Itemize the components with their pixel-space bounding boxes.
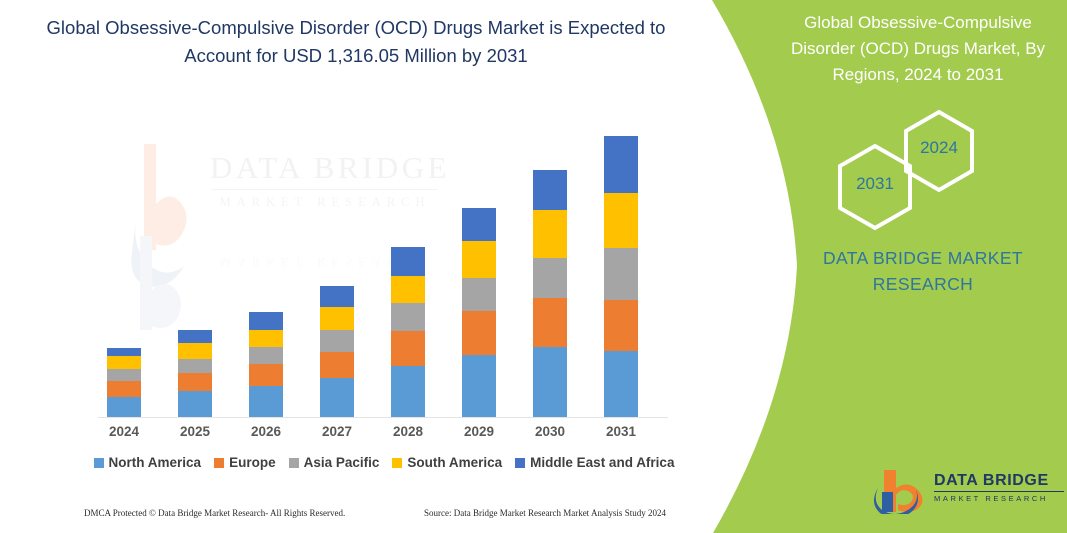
data-bridge-logo: DATA BRIDGE MARKET RESEARCH [872,468,1064,518]
hexagon-2031-shape [838,143,912,231]
right-panel-title: Global Obsessive-Compulsive Disorder (OC… [790,13,1046,84]
x-axis-tick-2026: 2026 [250,424,282,439]
hexagon-2024-shape [904,109,974,193]
bar-segment [604,351,638,417]
bar-segment [107,397,141,417]
bar-group-2025 [178,330,212,417]
legend-item[interactable]: Asia Pacific [288,455,380,470]
right-panel-brand: DATA BRIDGE MARKET RESEARCH [792,245,1054,297]
x-axis-tick-2030: 2030 [534,424,566,439]
bar-segment [249,364,283,386]
data-bridge-logo-text: DATA BRIDGE MARKET RESEARCH [934,472,1064,503]
bar-segment [178,373,212,391]
bar-segment [320,307,354,330]
hexagon-2024: 2024 [900,108,978,194]
hexagon-2031: 2031 [834,142,916,232]
page-title: Global Obsessive-Compulsive Disorder (OC… [46,17,666,66]
bar-segment [320,378,354,417]
logo-tagline: MARKET RESEARCH [934,494,1048,504]
legend-item[interactable]: South America [392,455,502,470]
footer: DMCA Protected © Data Bridge Market Rese… [0,508,712,526]
bar-group-2030 [533,170,567,417]
x-axis-line [98,417,668,418]
footer-copyright: DMCA Protected © Data Bridge Market Rese… [84,508,346,518]
bar-segment [604,136,638,193]
bar-segment [391,331,425,366]
bar-segment [178,343,212,359]
x-axis-tick-2025: 2025 [179,424,211,439]
bar-segment [249,312,283,330]
bar-segment [462,355,496,417]
bar-segment [533,347,567,417]
legend-swatch-icon [93,457,104,468]
bar-segment [604,248,638,300]
bar-segment [533,258,567,298]
bar-group-2029 [462,208,496,417]
bar-group-2026 [249,312,283,417]
bar-segment [320,352,354,378]
bar-segment [249,386,283,417]
logo-brand: DATA BRIDGE [934,472,1049,489]
legend-item[interactable]: Middle East and Africa [515,455,674,470]
bar-group-2028 [391,247,425,417]
bar-segment [178,359,212,373]
legend-item[interactable]: Europe [214,455,276,470]
bar-segment [604,300,638,351]
bar-group-2031 [604,136,638,417]
footer-source: Source: Data Bridge Market Research Mark… [424,508,666,518]
bar-segment [320,286,354,307]
x-axis-tick-2031: 2031 [605,424,637,439]
bar-segment [107,369,141,381]
bar-segment [107,348,141,356]
bar-segment [533,170,567,210]
x-axis-tick-2028: 2028 [392,424,424,439]
bar-segment [462,278,496,311]
legend-swatch-icon [214,457,225,468]
bar-segment [604,193,638,248]
legend-label: South America [407,455,503,470]
bar-segment [107,356,141,369]
x-axis-tick-2027: 2027 [321,424,353,439]
bar-segment [178,330,212,343]
bar-segment [391,276,425,303]
chart-panel: Global Obsessive-Compulsive Disorder (OC… [0,17,712,526]
x-axis-tick-2029: 2029 [463,424,495,439]
plot-area [98,120,668,418]
hexagon-2031-label: 2031 [856,174,894,193]
bar-segment [107,381,141,397]
legend-swatch-icon [515,457,526,468]
bar-segment [462,208,496,241]
bar-segment [462,311,496,355]
bar-segment [533,298,567,347]
x-axis-labels: 2024 2025 2026 2027 2028 2029 2030 2031 [98,424,668,442]
bar-segment [391,366,425,417]
legend-swatch-icon [288,457,299,468]
legend-swatch-icon [392,457,403,468]
bar-segment [249,330,283,347]
legend-label: Europe [229,455,276,470]
right-panel-brand-line2: RESEARCH [872,274,974,294]
bar-segment [391,303,425,331]
bar-segment [533,210,567,258]
bar-segment [391,247,425,276]
hexagon-2024-label: 2024 [920,138,958,157]
legend-label: North America [108,455,202,470]
bar-segment [462,241,496,278]
chart-legend: North America Europe Asia Pacific South Ame… [93,455,674,470]
legend-item[interactable]: North America [93,455,202,470]
bar-group-2024 [107,348,141,417]
data-bridge-b-logo-icon [873,470,923,518]
right-panel-brand-line1: DATA BRIDGE MARKET [822,248,1024,268]
legend-label: Middle East and Africa [530,455,675,470]
bar-segment [249,347,283,364]
bar-group-2027 [320,286,354,417]
bar-segment [178,391,212,417]
bar-segment [320,330,354,352]
logo-rule [934,491,1064,493]
x-axis-tick-2024: 2024 [108,424,140,439]
legend-label: Asia Pacific [303,455,380,470]
